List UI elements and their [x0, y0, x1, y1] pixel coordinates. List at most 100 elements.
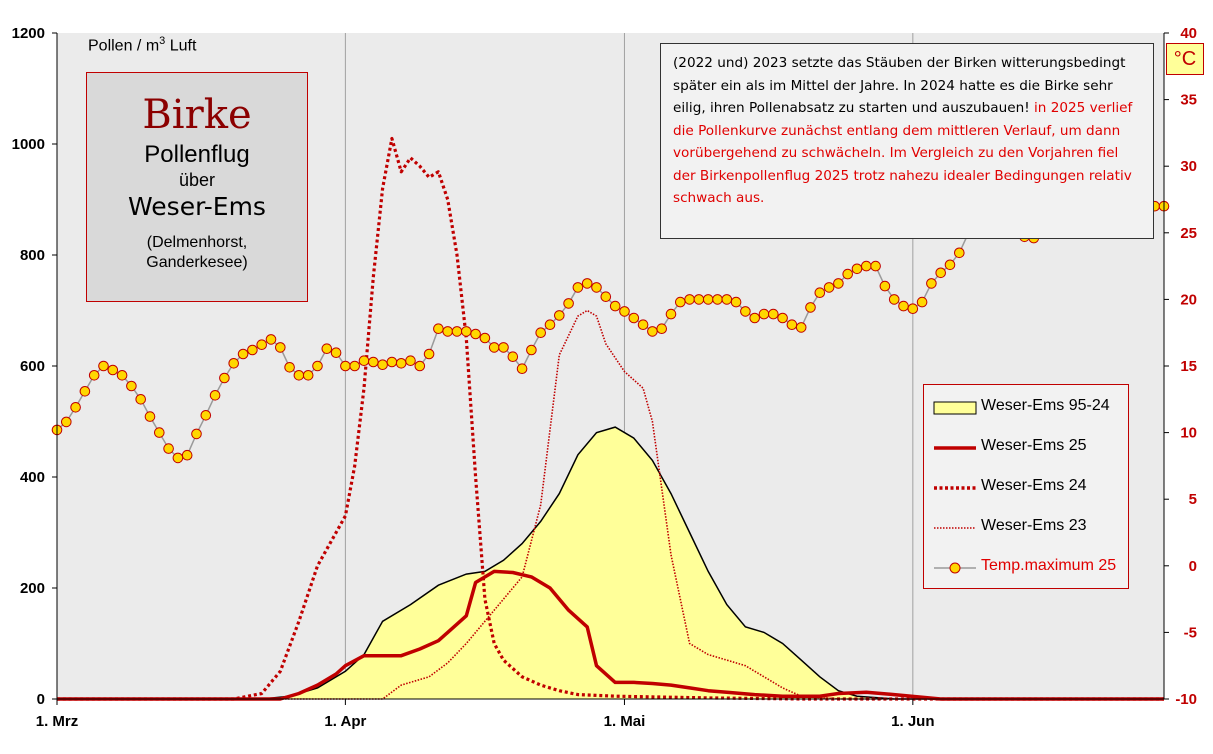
temperature-point [433, 323, 444, 335]
x-tick-label: 1. Mrz [36, 713, 79, 730]
temperature-point [926, 278, 937, 289]
temperature-point [581, 278, 593, 289]
temperature-point [740, 306, 751, 317]
temperature-point [126, 380, 137, 392]
temperature-point [228, 358, 239, 369]
temperature-point [107, 364, 119, 376]
temperature-point [144, 411, 156, 422]
y-tick-label: 0 [37, 691, 45, 708]
temperature-point [209, 390, 221, 401]
temperature-point [665, 308, 677, 320]
y2-tick-label: 25 [1180, 225, 1197, 242]
y2-tick-label: 5 [1189, 491, 1197, 508]
temperature-point [312, 360, 323, 372]
temperature-point [247, 344, 258, 356]
temperature-point [637, 319, 649, 331]
temperature-point [470, 328, 481, 340]
temperature-point [423, 348, 435, 360]
temperature-point [368, 356, 379, 368]
temperature-point [219, 372, 230, 384]
annotation-box: (2022 und) 2023 setzte das Stäuben der B… [660, 43, 1154, 239]
subtitle-line-3: Weser-Ems [128, 192, 266, 221]
annotation-text-red: in 2025 verlief die Pollenkurve zunächst… [673, 100, 1133, 206]
y-tick-label: 1000 [12, 136, 45, 153]
temperature-point [944, 259, 956, 271]
y-tick-label: 200 [20, 580, 45, 597]
legend: Weser-Ems 95-24 Weser-Ems 25 Weser-Ems 2… [923, 384, 1129, 589]
temperature-point [954, 247, 965, 259]
legend-item-23: Weser-Ems 23 [924, 513, 1128, 543]
temperature-point [498, 342, 509, 353]
temperature-point [275, 342, 286, 353]
temperature-point [861, 260, 872, 272]
temperature-point [479, 332, 491, 344]
temperature-point [554, 310, 565, 321]
y-tick-label: 400 [20, 469, 45, 486]
series-line-1 [57, 569, 1164, 701]
temperature-point [237, 348, 249, 360]
temperature-point [386, 356, 398, 368]
temperature-point [916, 296, 928, 308]
area-series-layer [57, 426, 1164, 700]
temperature-point [200, 410, 212, 421]
temperature-point [507, 351, 519, 363]
subtitle-line-5: Ganderkesee) [146, 254, 248, 271]
temperature-point [526, 344, 537, 356]
temperature-point [256, 339, 268, 351]
temperature-point [544, 319, 556, 331]
legend-item-temp: Temp.maximum 25 [924, 553, 1128, 583]
temperature-point [451, 326, 463, 337]
temperature-point [879, 280, 891, 292]
legend-swatch-area [933, 401, 977, 415]
y2-tick-label: 35 [1180, 92, 1197, 109]
legend-item-95-24: Weser-Ems 95-24 [924, 393, 1128, 423]
temperature-point [358, 355, 370, 367]
axis-labels-layer: 0 200 400 600 800 1000 1200 -10 -5 0 5 10 15 20 25 30 35… [12, 25, 1197, 730]
temperature-point [349, 360, 361, 372]
subtitle-line-4: (Delmenhorst, [146, 234, 248, 251]
temperature-point [414, 360, 426, 372]
temperature-point [721, 294, 733, 305]
temperature-point [88, 370, 100, 381]
temperature-point [888, 294, 900, 305]
temperature-point [647, 326, 658, 337]
legend-swatch-solid [934, 446, 976, 450]
temperature-point [563, 298, 574, 309]
legend-item-25: Weser-Ems 25 [924, 433, 1128, 463]
temperature-point [609, 300, 621, 312]
temperature-point [702, 294, 714, 305]
legend-label-24: Weser-Ems 24 [981, 477, 1087, 494]
temperature-point [181, 449, 193, 461]
temperature-point [907, 303, 919, 315]
temperature-point [591, 282, 602, 293]
temperature-point [154, 427, 165, 438]
temperature-point [442, 326, 454, 337]
x-tick-label: 1. Mai [604, 713, 646, 730]
temperature-point [293, 370, 305, 381]
temperature-point [135, 394, 146, 405]
temperature-point [265, 334, 277, 345]
x-tick-label: 1. Jun [891, 713, 934, 730]
temperature-point [377, 359, 388, 371]
y2-tick-label: -5 [1184, 624, 1197, 641]
temperature-point [340, 360, 351, 372]
temperature-point [851, 263, 863, 275]
y-tick-label: 1200 [12, 25, 45, 42]
temperature-point [749, 312, 761, 324]
temperature-point [684, 294, 695, 305]
temperature-point [786, 319, 798, 331]
temperature-point [619, 306, 630, 317]
temperature-point [330, 347, 342, 359]
legend-item-24: Weser-Ems 24 [924, 473, 1128, 503]
temperature-point [628, 312, 640, 324]
temperature-point [675, 296, 686, 308]
series-area-edge-0 [57, 426, 1164, 700]
temperature-point [777, 312, 788, 324]
legend-label-temp: Temp.maximum 25 [981, 557, 1117, 574]
temperature-point [935, 267, 947, 279]
legend-label-23: Weser-Ems 23 [981, 517, 1087, 534]
y2-tick-label: 15 [1180, 358, 1197, 375]
temperature-point [730, 296, 742, 308]
y2-tick-label: 40 [1180, 25, 1197, 42]
y2-tick-label: -10 [1175, 691, 1197, 708]
